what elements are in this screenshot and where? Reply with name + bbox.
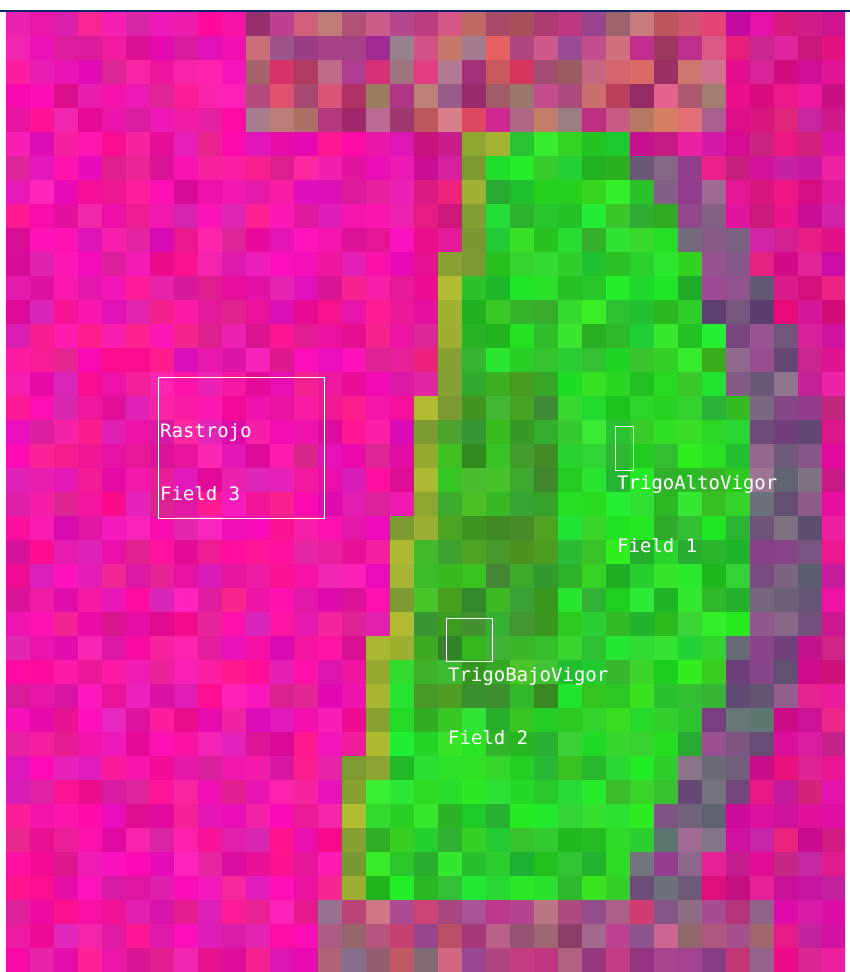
roi-field-name: Field 1 <box>617 535 698 557</box>
window-border-line <box>0 10 850 12</box>
roi-field-name: Field 2 <box>448 727 529 749</box>
window-right-margin <box>845 12 850 972</box>
window-top-edge <box>0 0 850 12</box>
roi-label-field-1: TrigoAltoVigor Field 1 <box>617 431 777 599</box>
roi-box-field-2[interactable] <box>446 618 493 662</box>
roi-label-field-3: Rastrojo Field 3 <box>160 379 252 547</box>
roi-label-field-2: TrigoBajoVigor Field 2 <box>448 623 608 791</box>
roi-class-name: TrigoAltoVigor <box>617 472 778 494</box>
window-left-margin <box>0 12 6 972</box>
roi-field-name: Field 3 <box>160 483 241 505</box>
roi-class-name: TrigoBajoVigor <box>448 664 609 686</box>
roi-box-field-3[interactable] <box>158 377 325 519</box>
false-color-raster <box>6 12 845 972</box>
satellite-image-view[interactable]: Rastrojo Field 3 TrigoAltoVigor Field 1 … <box>6 12 845 972</box>
roi-class-name: Rastrojo <box>160 420 252 442</box>
roi-box-field-1[interactable] <box>615 426 634 471</box>
